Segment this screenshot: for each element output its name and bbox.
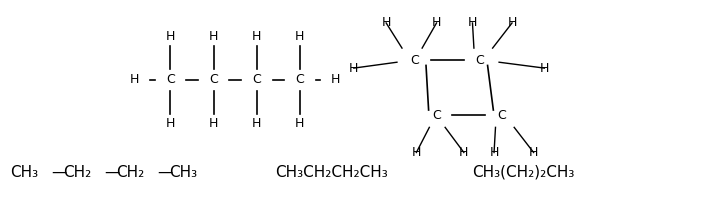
Text: H: H	[252, 117, 261, 130]
Text: H: H	[166, 117, 175, 130]
Text: CH₂: CH₂	[64, 165, 92, 180]
Text: —: —	[104, 165, 119, 180]
Text: C: C	[497, 109, 505, 122]
Text: CH₂: CH₂	[116, 165, 144, 180]
Text: H: H	[412, 146, 421, 159]
Text: C: C	[166, 73, 175, 86]
Text: C: C	[252, 73, 261, 86]
Text: H: H	[540, 62, 549, 75]
Text: H: H	[508, 17, 517, 29]
Text: H: H	[381, 17, 391, 29]
Text: H: H	[295, 117, 305, 130]
Text: C: C	[432, 109, 441, 122]
Text: C: C	[475, 54, 484, 67]
Text: C: C	[411, 54, 419, 67]
Text: CH₃: CH₃	[10, 165, 38, 180]
Text: H: H	[209, 117, 218, 130]
Text: H: H	[529, 146, 539, 159]
Text: C: C	[209, 73, 218, 86]
Text: H: H	[349, 62, 359, 75]
Text: —: —	[157, 165, 173, 180]
Text: C: C	[295, 73, 304, 86]
Text: H: H	[490, 146, 499, 159]
Text: H: H	[252, 30, 261, 43]
Text: H: H	[166, 30, 175, 43]
Text: H: H	[459, 146, 469, 159]
Text: H: H	[295, 30, 305, 43]
Text: H: H	[468, 17, 477, 29]
Text: CH₃CH₂CH₂CH₃: CH₃CH₂CH₂CH₃	[274, 165, 388, 180]
Text: —: —	[52, 165, 67, 180]
Text: CH₃: CH₃	[169, 165, 197, 180]
Text: H: H	[130, 73, 139, 86]
Text: H: H	[331, 73, 341, 86]
Text: H: H	[432, 17, 441, 29]
Text: CH₃(CH₂)₂CH₃: CH₃(CH₂)₂CH₃	[472, 165, 575, 180]
Text: H: H	[209, 30, 218, 43]
